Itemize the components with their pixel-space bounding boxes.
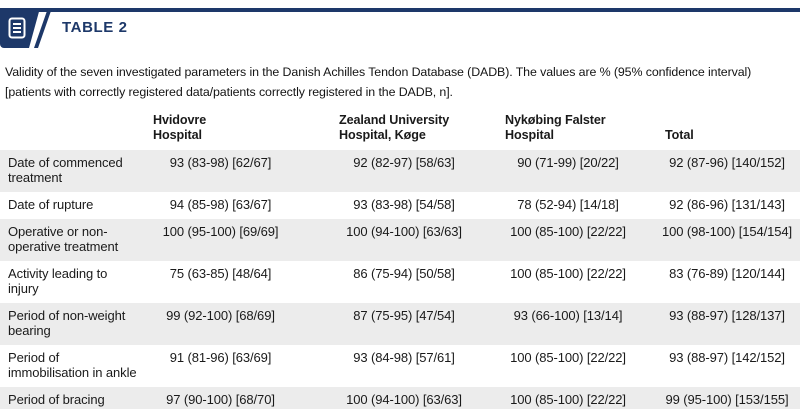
cell-value: 100 (85-100) [22/22] [510, 266, 626, 282]
header-top-rule [38, 8, 800, 12]
data-table: Hvidovre Hospital Zealand University Hospit… [0, 113, 800, 409]
column-header-line: Hospital [505, 128, 554, 143]
table-head: Hvidovre Hospital Zealand University Hospit… [0, 113, 800, 150]
cell-value: 99 (92-100) [68/69] [166, 308, 275, 324]
table-row: Date of commenced treatment 93 (83-98) [6… [0, 150, 800, 193]
cell-value: 86 (75-94) [50/58] [353, 266, 455, 282]
table-badge [0, 8, 40, 48]
cell-value: 100 (98-100) [154/154] [662, 224, 793, 240]
cell-value: 100 (85-100) [22/22] [510, 350, 626, 366]
cell-value: 87 (75-95) [47/54] [353, 308, 455, 324]
column-header: Total [662, 113, 800, 150]
cell-value: 90 (71-99) [20/22] [517, 155, 619, 171]
column-header-line: Nykøbing Falster [505, 113, 606, 128]
cell-value: 100 (85-100) [22/22] [510, 392, 626, 408]
row-label: Operative or non-operative treatment [8, 224, 119, 255]
cell-value: 97 (90-100) [68/70] [166, 392, 275, 408]
column-header: Zealand University Hospital, Køge [336, 113, 502, 150]
row-label: Period of bracing [8, 392, 105, 408]
row-label: Period of immobilisation in ankle [8, 350, 137, 381]
cell-value: 92 (86-96) [131/143] [669, 197, 785, 213]
table-row: Period of immobilisation in ankle 91 (81-… [0, 345, 800, 387]
cell-value: 92 (82-97) [58/63] [353, 155, 455, 171]
table-row: Date of rupture 94 (85-98) [63/67] 93 (83-… [0, 192, 800, 219]
figure-header: TABLE 2 [0, 0, 800, 48]
column-header-line: Hospital, Køge [339, 128, 426, 143]
table-row: Operative or non-operative treatment 100 … [0, 219, 800, 262]
cell-value: 100 (94-100) [63/63] [346, 224, 462, 240]
cell-value: 94 (85-98) [63/67] [169, 197, 272, 213]
table-body: Date of commenced treatment 93 (83-98) [6… [0, 150, 800, 409]
cell-value: 93 (83-98) [54/58] [353, 197, 455, 213]
column-header-blank [0, 113, 150, 150]
table-row: Activity leading to injury 75 (63-85) [48… [0, 261, 800, 303]
cell-value: 99 (95-100) [153/155] [665, 392, 789, 408]
table-row: Period of bracing 97 (90-100) [68/70] 100 … [0, 387, 800, 409]
cell-value: 100 (95-100) [69/69] [162, 224, 279, 240]
row-label: Date of rupture [8, 197, 94, 213]
cell-value: 93 (84-98) [57/61] [353, 350, 455, 366]
table-row: Period of non-weight bearing 99 (92-100) … [0, 303, 800, 346]
cell-value: 100 (85-100) [22/22] [510, 224, 626, 240]
cell-value: 75 (63-85) [48/64] [169, 266, 272, 282]
column-header-line: Zealand University [339, 113, 450, 128]
column-header-line: Hospital [153, 128, 202, 143]
table-header-row: Hvidovre Hospital Zealand University Hospit… [0, 113, 800, 150]
table-tag: TABLE 2 [62, 19, 128, 36]
cell-value: 93 (88-97) [142/152] [669, 350, 785, 366]
column-header-line: Hvidovre [153, 113, 207, 128]
cell-value: 83 (76-89) [120/144] [669, 266, 785, 282]
row-label: Activity leading to injury [8, 266, 108, 297]
row-label: Period of non-weight bearing [8, 308, 126, 339]
column-header: Nykøbing Falster Hospital [502, 113, 662, 150]
cell-value: 100 (94-100) [63/63] [346, 392, 462, 408]
cell-value: 78 (52-94) [14/18] [517, 197, 619, 213]
column-header: Hvidovre Hospital [150, 113, 336, 150]
cell-value: 92 (87-96) [140/152] [669, 155, 785, 171]
column-header-line: Total [665, 128, 694, 143]
cell-value: 93 (88-97) [128/137] [669, 308, 785, 324]
row-label: Date of commenced treatment [8, 155, 123, 186]
cell-value: 91 (81-96) [63/69] [169, 350, 272, 366]
cell-value: 93 (83-98) [62/67] [169, 155, 272, 171]
cell-value: 93 (66-100) [13/14] [513, 308, 623, 324]
table-document-icon [8, 17, 26, 39]
table-caption: Validity of the seven investigated param… [5, 65, 752, 99]
